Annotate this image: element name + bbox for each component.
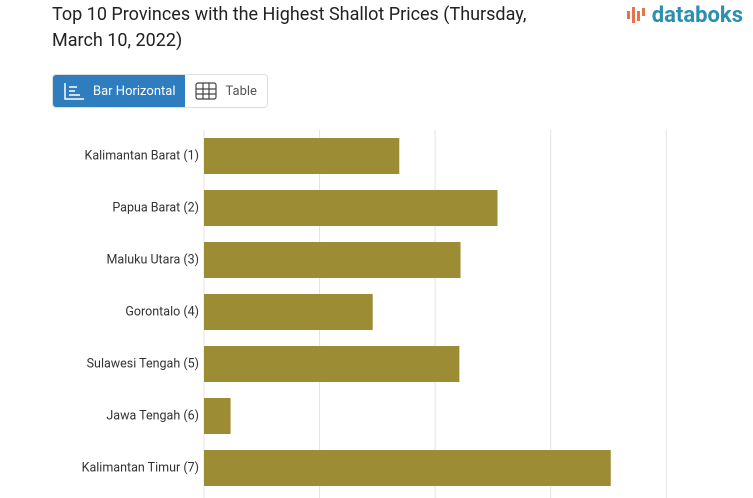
bar: [204, 242, 461, 278]
y-tick-label: Maluku Utara (3): [106, 252, 199, 267]
bar: [204, 450, 611, 486]
logo: databoks: [626, 3, 743, 28]
bar: [204, 346, 460, 382]
y-tick-label: Sulawesi Tengah (5): [87, 356, 199, 371]
logo-text: databoks: [651, 3, 743, 28]
bar-button[interactable]: Bar Horizontal: [53, 75, 186, 107]
y-tick-label: Kalimantan Timur (7): [82, 460, 199, 475]
y-tick-label: Jawa Tengah (6): [106, 408, 199, 423]
table-icon: [195, 82, 218, 100]
bar-button-label: Bar Horizontal: [93, 83, 176, 99]
y-tick-label: Papua Barat (2): [112, 200, 199, 215]
bar: [204, 294, 373, 330]
chart-title: Top 10 Provinces with the Highest Shallo…: [52, 4, 527, 51]
table-button[interactable]: Table: [185, 75, 267, 107]
table-button-label: Table: [225, 83, 257, 99]
bar: [204, 138, 400, 174]
y-tick-label: Kalimantan Barat (1): [84, 148, 199, 163]
bar: [204, 398, 231, 434]
bar: [204, 190, 498, 226]
view-toggle: Bar Horizontal Table: [52, 74, 268, 108]
bar-icon: [64, 83, 84, 100]
y-tick-label: Gorontalo (4): [125, 304, 199, 319]
logo-icon: [626, 6, 645, 23]
